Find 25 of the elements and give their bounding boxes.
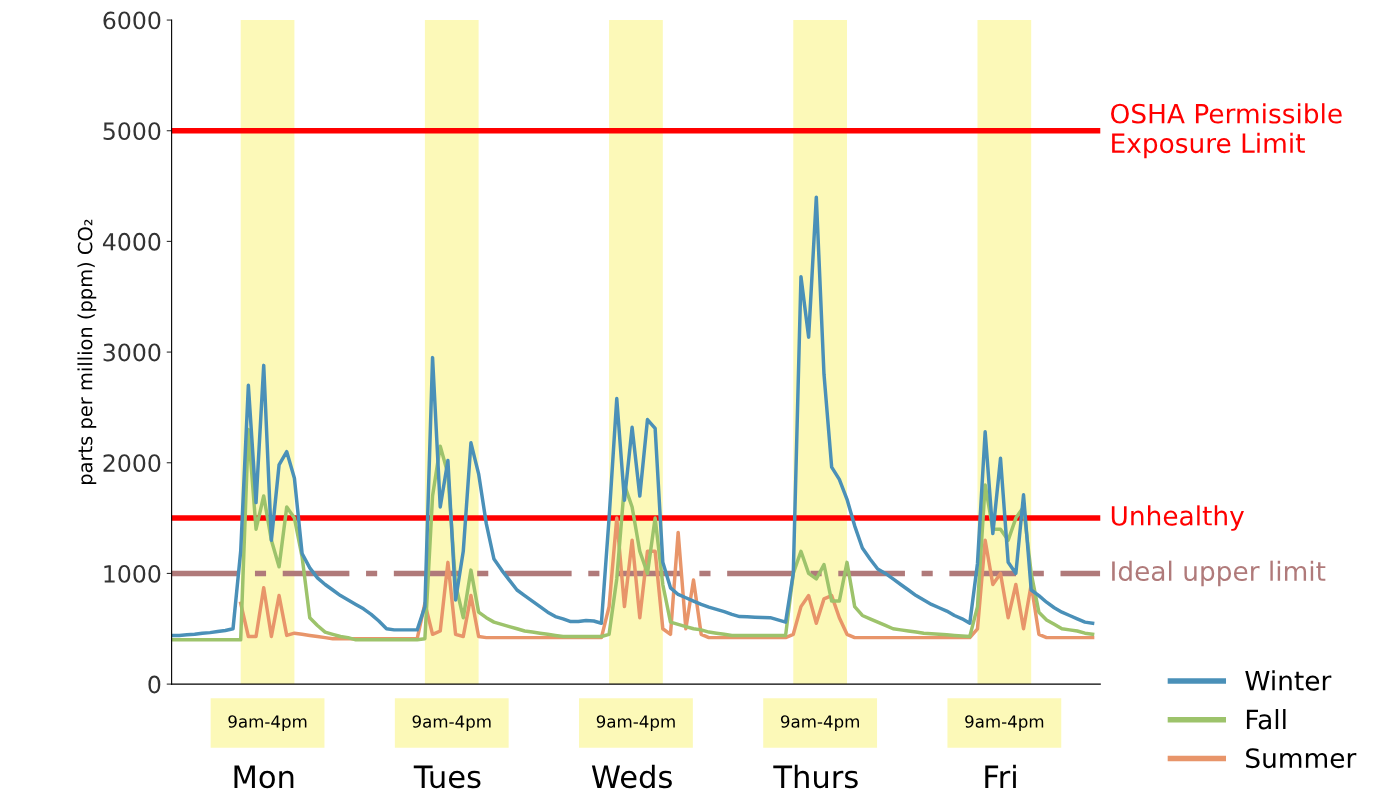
text: 9am-4pm [596,715,675,732]
y-tick-label: 6000 [103,11,161,30]
text: 9am-4pm [780,715,859,732]
ref-line-label: OSHA Permissible Exposure Limit [1111,103,1342,159]
ref-line-label: Unhealthy [1111,505,1244,531]
y-tick-label: 2000 [103,454,161,473]
x-tick-label: Mon [234,765,294,789]
line-series [171,195,1095,638]
y-tick-label: 3000 [103,343,161,362]
y-tick-label: 1000 [104,564,161,583]
y-axis-title: parts per million (ppm) CO₂ [77,219,97,484]
legend-label: Summer [1246,748,1357,769]
y-tick-label: 4000 [102,232,161,251]
x-tick-label: Weds [591,764,672,789]
text: 9am-4pm [412,715,491,732]
ref-line-label: Ideal upper limit [1112,560,1326,587]
x-tick-label: Fri [985,764,1016,788]
y-tick-label: 5000 [103,122,161,141]
x-tick-label: Thurs [773,764,858,789]
y-tick-label: 0 [148,675,161,694]
text: 9am-4pm [228,715,307,732]
x-tick-label: Tues [413,765,481,789]
legend-label: Winter [1245,670,1332,691]
legend-label: Fall [1246,708,1286,730]
text: 9am-4pm [965,715,1044,732]
